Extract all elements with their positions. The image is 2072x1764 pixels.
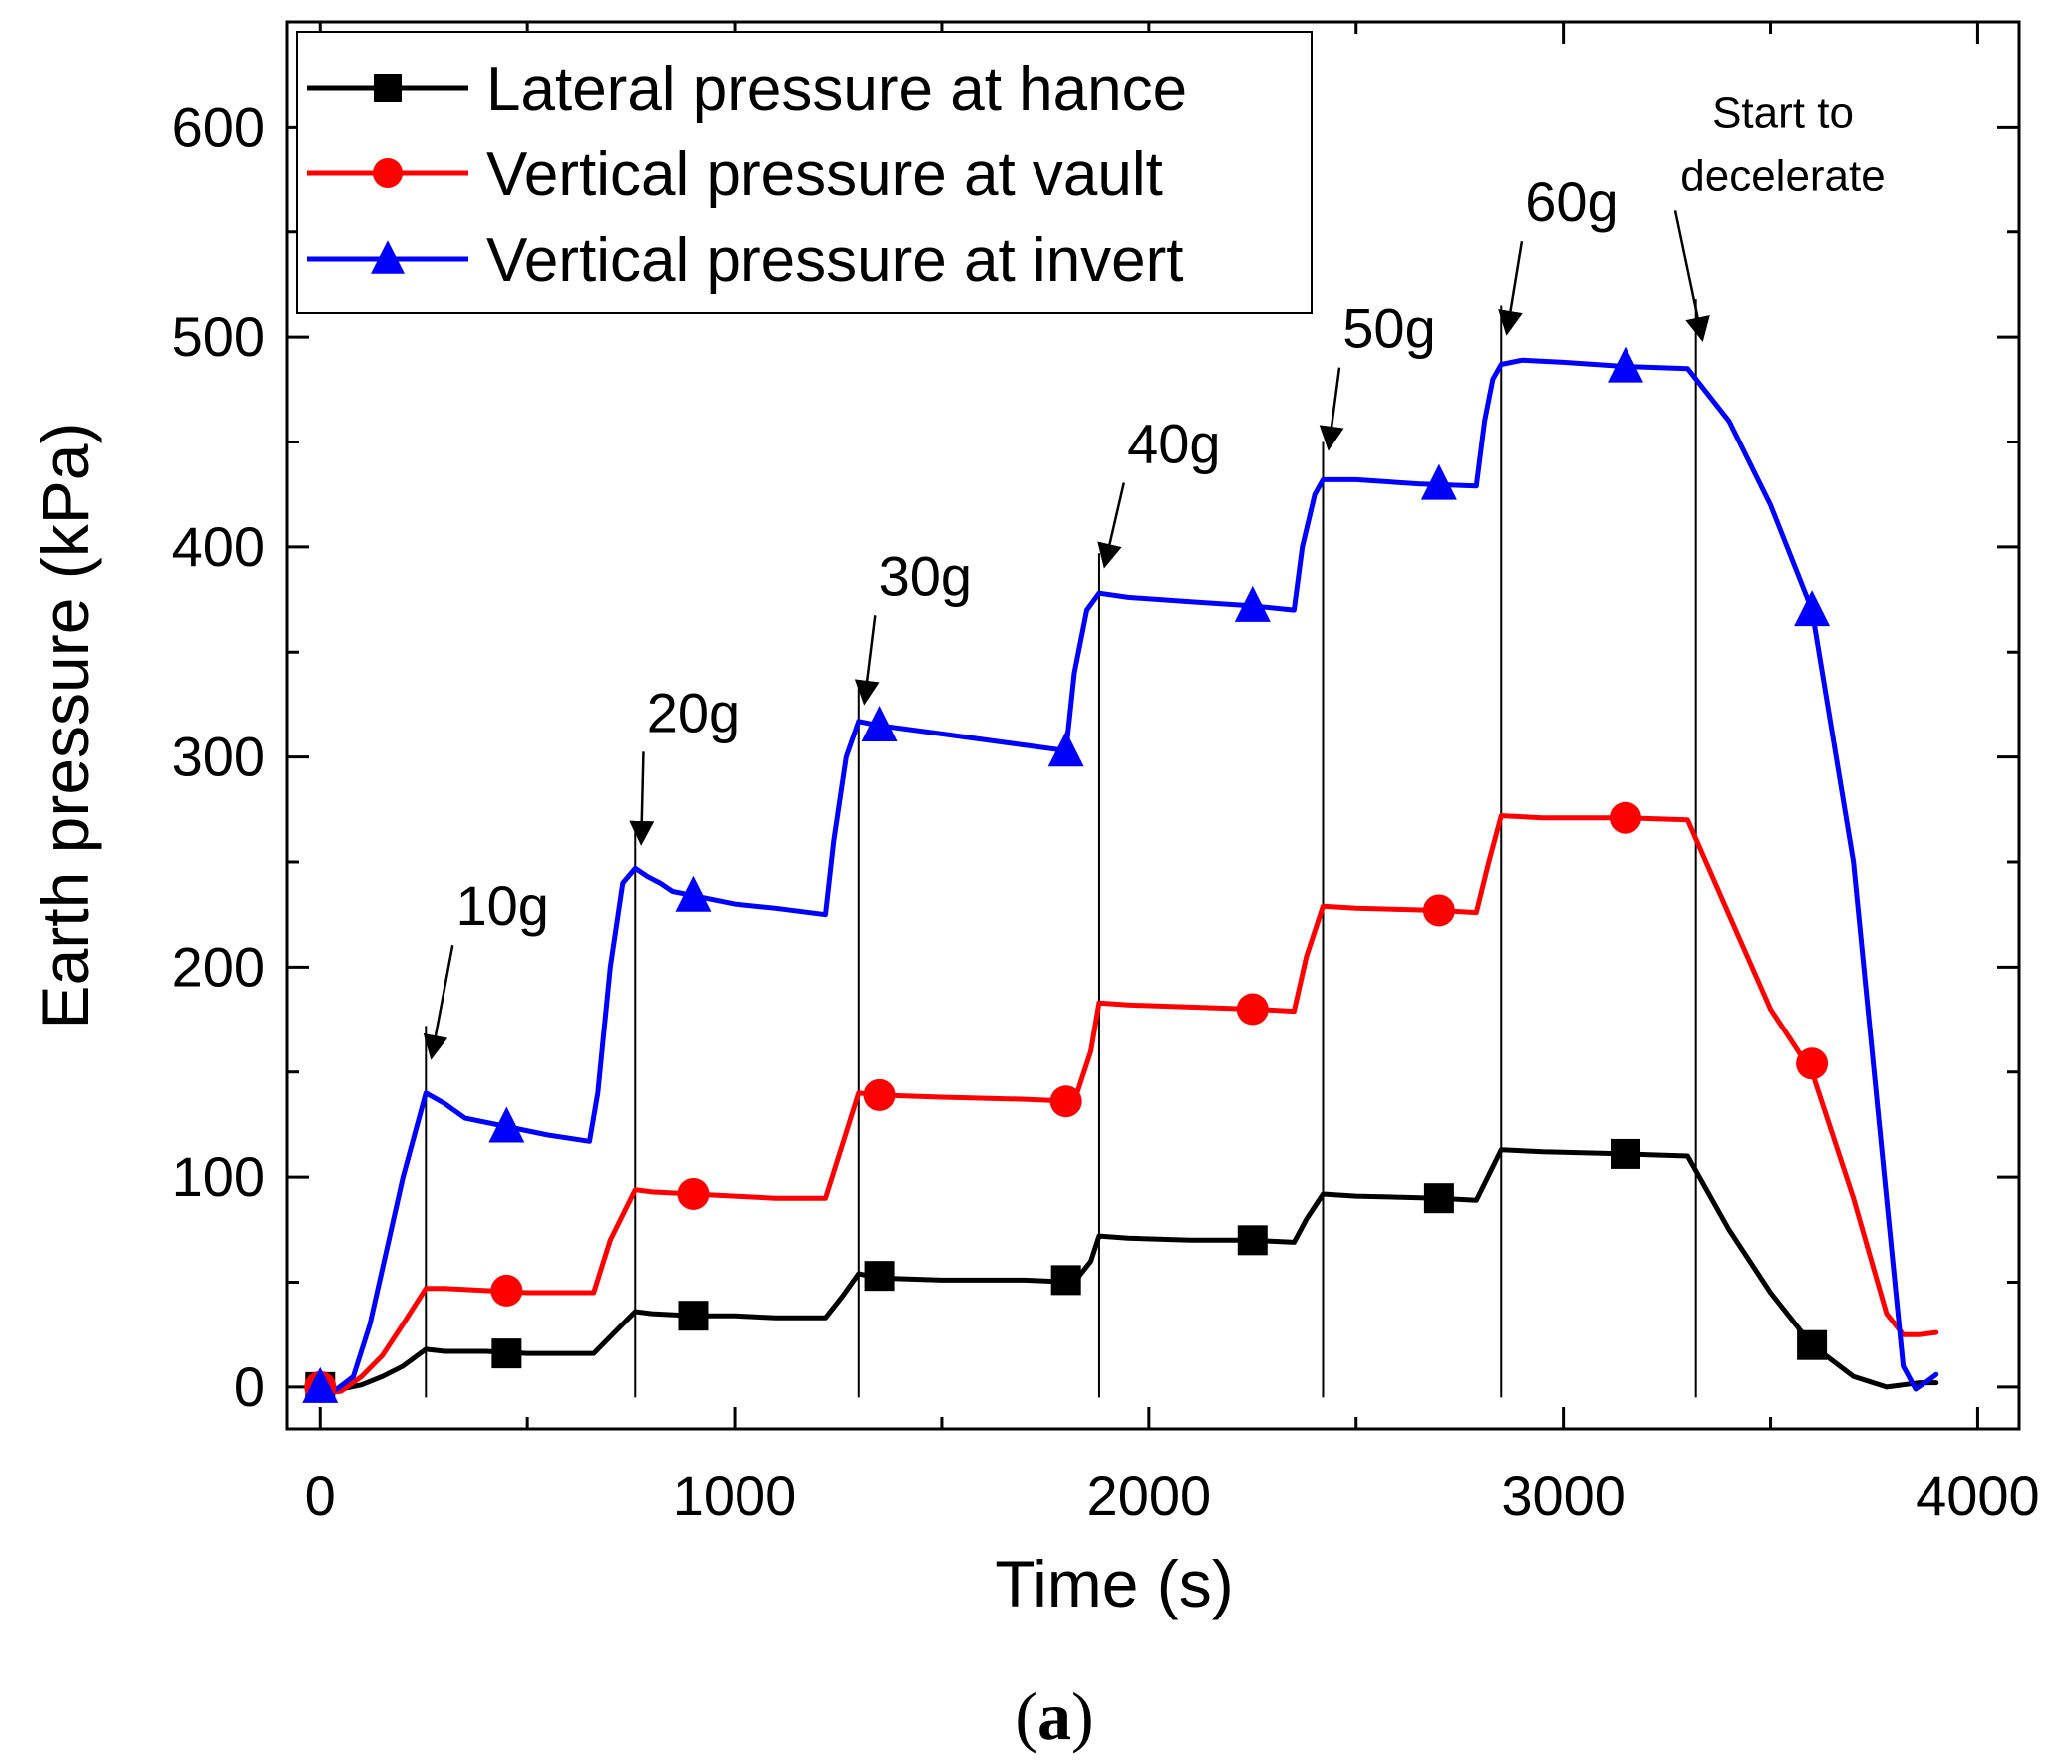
x-axis: 0 1000 2000 3000 4000 [305, 22, 2040, 1527]
series-line [317, 1147, 1939, 1392]
caption-letter: a [1037, 1678, 1071, 1754]
y-tick-label: 600 [172, 95, 265, 157]
legend-marker [373, 158, 403, 188]
data-point [1236, 993, 1269, 1026]
data-point [677, 1177, 710, 1210]
legend-label: Lateral pressure at hance [486, 55, 1187, 124]
x-tick-label: 1000 [673, 1464, 797, 1527]
x-tick-label: 4000 [1916, 1464, 2040, 1527]
annotation-line: 50g [1342, 297, 1435, 360]
legend-marker [374, 74, 402, 102]
y-axis: 0 100 200 300 400 500 600 [172, 95, 2019, 1418]
y-tick-label: 100 [172, 1145, 265, 1208]
data-point [1237, 1225, 1268, 1256]
data-point [1047, 731, 1084, 767]
y-tick-label: 200 [172, 935, 265, 998]
data-point [1608, 346, 1643, 383]
annotation-arrow [423, 944, 454, 1060]
y-tick-label: 500 [172, 305, 265, 368]
data-point [1610, 801, 1641, 834]
annotation-line: 60g [1525, 170, 1618, 233]
annotation-line: 10g [455, 874, 548, 937]
annotation-arrow [1673, 210, 1710, 343]
figure-caption: (a) [1015, 1678, 1093, 1754]
data-point [861, 706, 898, 741]
annotations: 10g 20g 30g 40g 50g 60g Start to decelerate [423, 88, 1886, 1060]
data-point [1796, 1047, 1829, 1080]
data-point [1050, 1265, 1081, 1296]
g-level-label: 20g [647, 681, 740, 743]
g-level-label: 10g [455, 874, 548, 937]
x-tick-label: 3000 [1501, 1464, 1626, 1527]
data-point [1422, 894, 1455, 927]
annotation-line: 30g [879, 544, 972, 607]
data-point [1611, 1138, 1640, 1169]
series-markers [302, 346, 1831, 1403]
annotation-arrow [1097, 482, 1126, 569]
series-line [317, 813, 1939, 1396]
g-level-label: 40g [1127, 413, 1220, 475]
decelerate-label: Start to decelerate [1680, 88, 1885, 200]
annotation-line: decelerate [1680, 151, 1885, 200]
y-tick-label: 300 [172, 726, 265, 788]
legend-marker [371, 240, 405, 274]
data-point [864, 1261, 895, 1292]
legend-label: Vertical pressure at vault [486, 141, 1163, 209]
series-lines [317, 357, 1939, 1396]
y-axis-title: Earth pressure (kPa) [28, 423, 102, 1029]
annotation-line: 40g [1127, 413, 1220, 475]
annotation-line: Start to [1712, 88, 1854, 137]
stage-lines [425, 299, 1697, 1398]
x-tick-label: 0 [305, 1464, 336, 1527]
data-point [488, 1106, 525, 1143]
y-tick-label: 400 [172, 515, 265, 578]
data-point [675, 875, 712, 912]
plot-frame [285, 20, 2021, 1431]
y-tick-label: 0 [234, 1355, 265, 1418]
annotation-arrow [1498, 241, 1524, 336]
annotation-arrow [1319, 367, 1344, 451]
g-level-label: 30g [879, 544, 972, 607]
plot-border [285, 20, 2021, 1431]
data-point [302, 1366, 339, 1403]
annotation-line: 20g [647, 681, 740, 743]
g-level-label: 60g [1525, 170, 1618, 233]
data-point [490, 1274, 523, 1307]
data-point [1423, 1183, 1454, 1214]
data-point [1797, 1329, 1828, 1360]
data-point [1234, 585, 1271, 622]
data-point [1794, 590, 1831, 627]
legend-items: Lateral pressure at hance Vertical pressu… [307, 55, 1187, 295]
x-axis-title: Time (s) [995, 1547, 1234, 1620]
data-point [678, 1301, 709, 1331]
data-point [863, 1078, 896, 1111]
data-point [1049, 1085, 1082, 1118]
data-point [1420, 463, 1457, 500]
annotation-arrow [854, 615, 880, 706]
legend-label: Vertical pressure at invert [486, 226, 1184, 295]
x-tick-label: 2000 [1087, 1464, 1212, 1527]
data-point [491, 1338, 522, 1369]
g-level-label: 50g [1342, 297, 1435, 360]
legend: Lateral pressure at hance Vertical pressu… [296, 31, 1313, 314]
annotation-arrow [629, 751, 655, 846]
